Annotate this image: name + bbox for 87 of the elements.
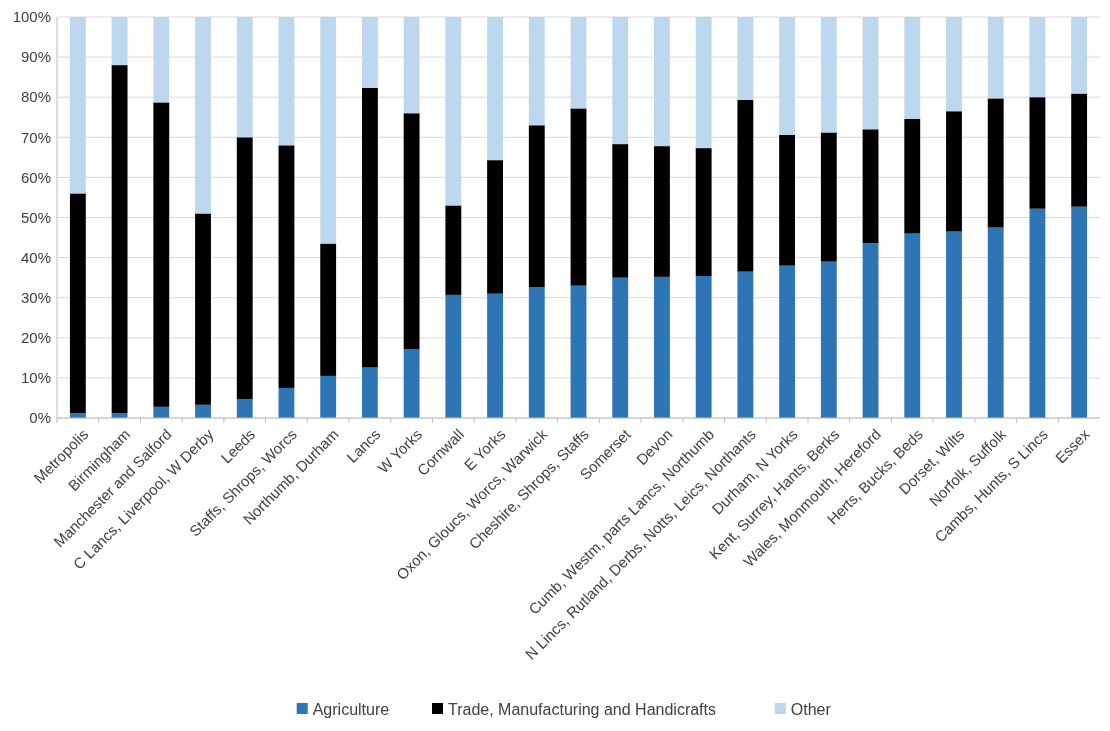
bar [195,404,211,418]
bar [320,243,337,376]
y-tick-label: 90% [20,48,51,66]
bar [737,271,754,418]
bar [111,17,128,66]
bar [153,406,170,418]
bar [904,17,921,119]
y-tick-label: 30% [20,288,51,306]
bar [737,100,754,272]
bar [236,17,253,138]
bar [904,233,921,418]
bar [570,285,587,418]
bar [361,367,378,418]
bar [487,17,503,161]
y-tick-label: 40% [20,248,51,266]
bar [403,349,420,418]
bar [1029,97,1046,209]
bar [946,231,962,418]
legend-label: Other [790,700,832,718]
bar [528,287,545,418]
bar [361,17,378,88]
bar [820,132,837,262]
bar [445,294,462,418]
bar [570,108,587,286]
bar [528,125,545,288]
bar [820,261,837,418]
bar [153,102,170,407]
bar [779,17,796,135]
bar [612,144,629,278]
bar [862,17,879,130]
bar [1029,17,1046,98]
bar [612,17,629,145]
bar [69,193,86,414]
bar [236,137,253,400]
bar [987,98,1004,228]
legend-label: Trade, Manufacturing and Handicrafts [448,700,716,718]
bar [1071,93,1088,207]
bar [195,213,211,405]
bar [570,17,587,109]
bar [445,17,462,206]
bar [278,17,295,146]
bar [403,113,420,350]
bar [946,111,962,232]
bar [904,118,921,234]
bar [445,205,462,295]
bar [862,129,879,244]
bar [1071,17,1088,94]
bar [236,399,253,418]
bar [528,17,545,126]
bar [361,87,378,368]
bar [320,17,337,244]
y-tick-label: 80% [20,88,51,106]
bar [987,227,1004,418]
bar [946,17,962,112]
bar [654,276,670,418]
y-tick-label: 70% [20,128,51,146]
bar [153,17,170,103]
bar [487,160,503,294]
bar [111,65,128,414]
bar [654,17,670,147]
y-tick-label: 20% [20,329,51,347]
y-tick-label: 100% [12,8,51,26]
bar [487,293,503,418]
bar [69,17,86,194]
bar [779,265,796,418]
y-tick-label: 0% [29,409,51,427]
bar [612,277,629,418]
y-tick-label: 60% [20,168,51,186]
bar [695,276,712,418]
bar [195,17,211,214]
bar [779,134,796,266]
legend-label: Agriculture [312,700,390,718]
bar [695,17,712,149]
bar [654,146,670,277]
bar [737,17,754,101]
bar [695,148,712,277]
bar [320,375,337,418]
bar [278,387,295,418]
bar [1071,206,1088,418]
bar [862,243,879,418]
bar [403,17,420,114]
bar [278,145,295,388]
y-tick-label: 10% [20,369,51,387]
bar [820,17,837,133]
bar [987,17,1004,99]
bar [1029,208,1046,418]
y-tick-label: 50% [20,208,51,226]
